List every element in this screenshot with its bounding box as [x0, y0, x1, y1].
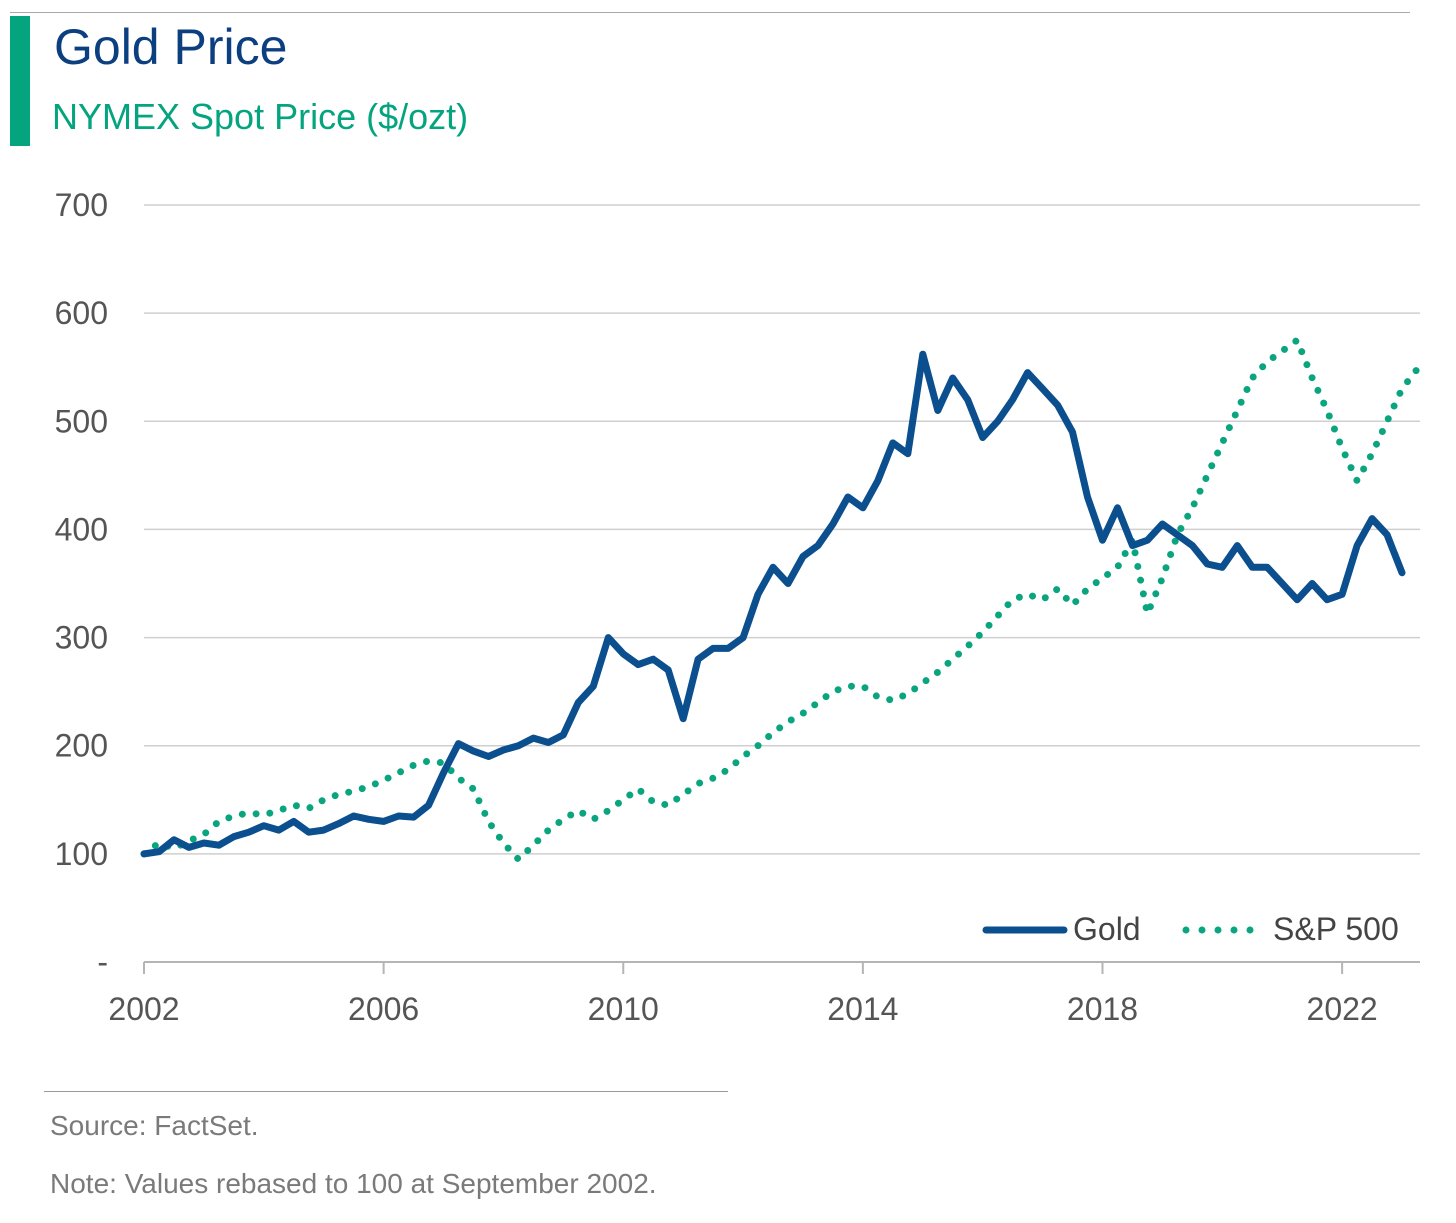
- y-axis-labels: - 100 200 300 400 500 600 700: [55, 187, 108, 980]
- y-tick-label: 300: [55, 620, 108, 656]
- y-tick-label: -: [97, 944, 108, 980]
- x-tick-label: 2022: [1307, 991, 1378, 1027]
- x-tick-label: 2018: [1067, 991, 1138, 1027]
- top-divider: [10, 12, 1410, 13]
- x-axis: 2002 2006 2010 2014 2018 2022: [108, 961, 1420, 1027]
- footer-divider: [44, 1091, 728, 1092]
- gold-series-line: [140, 350, 1406, 858]
- y-tick-label: 600: [55, 295, 108, 331]
- legend: Gold S&P 500: [982, 911, 1399, 947]
- y-tick-label: 400: [55, 511, 108, 547]
- y-tick-label: 700: [55, 187, 108, 223]
- legend-gold-label: Gold: [1073, 911, 1141, 947]
- chart-subtitle: NYMEX Spot Price ($/ozt): [52, 96, 469, 137]
- sp500-series-line: [140, 336, 1421, 863]
- footnote: Note: Values rebased to 100 at September…: [50, 1168, 657, 1199]
- legend-sp500-label: S&P 500: [1273, 911, 1399, 947]
- x-tick-label: 2006: [348, 991, 419, 1027]
- gridlines: [144, 204, 1420, 855]
- title-accent-bar: [10, 16, 30, 146]
- y-tick-label: 100: [55, 836, 108, 872]
- x-tick-label: 2014: [827, 991, 898, 1027]
- y-tick-label: 200: [55, 728, 108, 764]
- x-tick-label: 2002: [108, 991, 179, 1027]
- series-layer: [140, 336, 1421, 863]
- source-note: Source: FactSet.: [50, 1110, 259, 1141]
- chart-title: Gold Price: [54, 19, 288, 75]
- y-tick-label: 500: [55, 403, 108, 439]
- x-tick-label: 2010: [588, 991, 659, 1027]
